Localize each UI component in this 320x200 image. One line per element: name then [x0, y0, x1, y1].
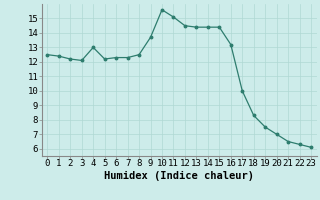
X-axis label: Humidex (Indice chaleur): Humidex (Indice chaleur) [104, 171, 254, 181]
